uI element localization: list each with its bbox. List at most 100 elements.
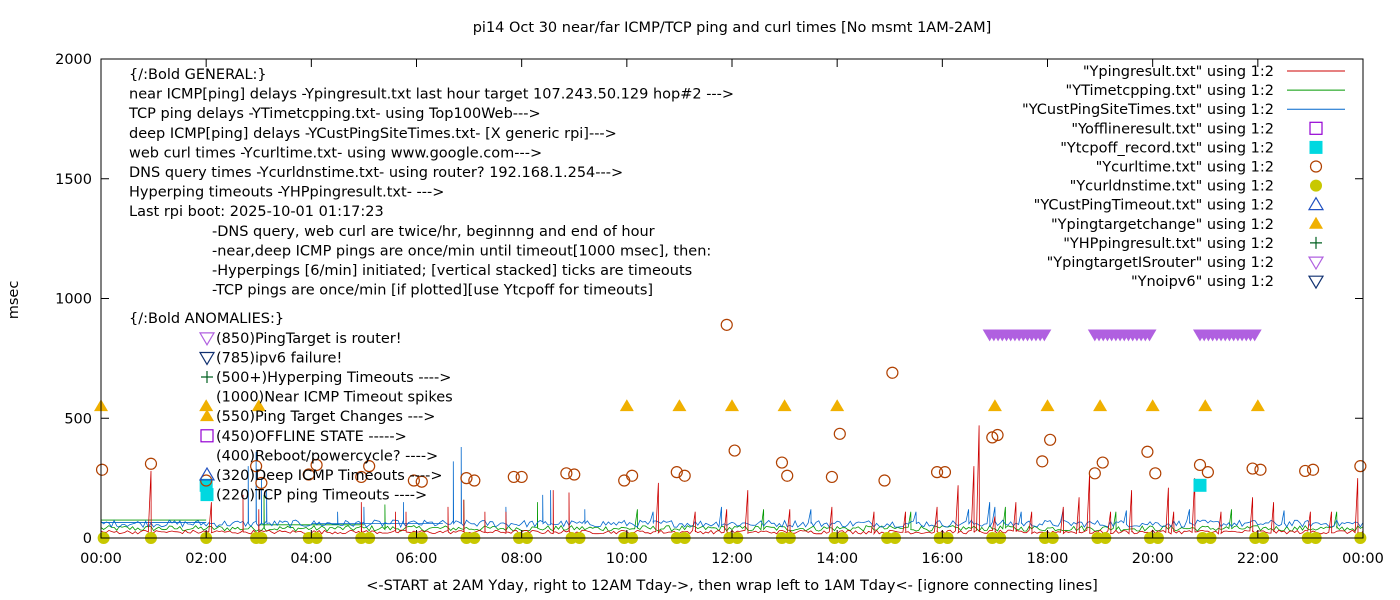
ping-target-change-marker [199, 399, 214, 412]
x-axis-label: <-START at 2AM Yday, right to 12AM Tday-… [366, 578, 1098, 594]
curltime-marker [1141, 445, 1154, 458]
curltime-marker [568, 468, 581, 481]
anomaly-label: (1000)Near ICMP Timeout spikes [216, 390, 453, 406]
anomaly-label: (850)PingTarget is router! [216, 331, 402, 347]
x-tick-label: 04:00 [290, 551, 332, 567]
annotation-general-line: deep ICMP[ping] delays -YCustPingSiteTim… [129, 126, 617, 142]
anomaly-label: (550)Ping Target Changes ---> [216, 409, 435, 425]
ping-target-change-marker [1198, 399, 1213, 412]
ping-target-change-marker [987, 399, 1002, 412]
annotation-general-line: web curl times -Ycurltime.txt- using www… [129, 145, 542, 161]
curltime-marker [144, 457, 158, 470]
y-tick-label: 2000 [55, 52, 92, 68]
anomaly-marker [200, 488, 214, 502]
curltime-marker [938, 466, 952, 479]
y-tick-label: 1000 [55, 292, 92, 308]
curltime-marker [678, 469, 691, 482]
annotation-general-line: DNS query times -Ycurldnstime.txt- using… [129, 165, 623, 181]
curltime-marker [670, 466, 683, 479]
router-marker [1142, 329, 1157, 342]
curltime-marker [1096, 456, 1109, 469]
curltime-marker [833, 427, 846, 440]
x-tick-label: 02:00 [185, 551, 227, 567]
curltime-marker [407, 474, 420, 487]
legend-label: "Ycurltime.txt" using 1:2 [1096, 160, 1274, 176]
legend-swatch [1307, 275, 1325, 290]
curltime-marker [1088, 467, 1101, 480]
tcpoff-marker [1193, 478, 1207, 492]
curltime-marker [200, 474, 213, 487]
curltime-marker [930, 466, 944, 479]
annotation-general-line: Hyperping timeouts -YHPpingresult.txt- -… [129, 185, 444, 201]
curltime-marker [460, 472, 473, 485]
curltime-marker [1036, 455, 1049, 468]
curltime-marker [781, 469, 794, 482]
legend-swatch [1307, 256, 1325, 271]
curltime-marker [95, 463, 109, 476]
curltime-marker [775, 456, 789, 469]
legend-label: "YHPpingresult.txt" using 1:2 [1063, 236, 1274, 252]
legend-label: "Ytcpoff_record.txt" using 1:2 [1060, 140, 1274, 156]
x-tick-label: 22:00 [1237, 551, 1279, 567]
curltime-marker [560, 467, 573, 480]
x-tick-label: 06:00 [396, 551, 438, 567]
annotation-general-line: TCP ping delays -YTimetcpping.txt- using… [128, 106, 541, 122]
x-tick-label: 08:00 [501, 551, 543, 567]
curltime-marker [255, 476, 268, 490]
router-marker [1037, 329, 1052, 342]
legend-label: "Ypingtargetchange" using 1:2 [1051, 217, 1274, 233]
legend-label: "YTimetcpping.txt" using 1:2 [1066, 83, 1274, 99]
annotation-note-line: -TCP pings are once/min [if plotted][use… [212, 283, 653, 299]
x-tick-label: 00:00 [80, 551, 122, 567]
curltime-marker [728, 444, 741, 457]
y-tick-label: 500 [64, 411, 92, 427]
curltime-marker [355, 470, 368, 484]
series-tcp-ping [100, 494, 1364, 532]
annotation-general-line: near ICMP[ping] delays -Ypingresult.txt … [129, 87, 734, 103]
anomaly-marker [198, 332, 216, 346]
curltime-marker [507, 470, 520, 484]
curltime-marker [625, 469, 639, 482]
curltime-marker [250, 460, 263, 473]
ping-target-change-marker [777, 399, 792, 412]
legend-swatch [1307, 196, 1325, 211]
y-tick-label: 1500 [55, 172, 92, 188]
curltime-marker [1306, 463, 1320, 476]
curltime-marker [1044, 433, 1057, 446]
anomaly-marker [200, 409, 214, 422]
annotation-general-line: Last rpi boot: 2025-10-01 01:17:23 [129, 204, 384, 220]
curltime-marker [1149, 467, 1162, 480]
x-tick-label: 16:00 [921, 551, 963, 567]
x-tick-label: 00:00 [1342, 551, 1384, 567]
anomaly-label: (500+)Hyperping Timeouts ----> [216, 370, 451, 386]
ping-target-change-marker [725, 399, 739, 412]
curltime-marker [886, 366, 899, 379]
legend-swatch [1309, 121, 1323, 135]
x-tick-label: 20:00 [1132, 551, 1174, 567]
curltime-marker [878, 474, 891, 487]
ping-target-change-marker [1093, 399, 1108, 412]
ping-target-change-marker [1145, 399, 1160, 412]
curltime-marker [363, 460, 376, 473]
legend-label: "YCustPingSiteTimes.txt" using 1:2 [1022, 102, 1274, 118]
x-tick-label: 14:00 [816, 551, 858, 567]
ping-target-change-marker [1040, 399, 1055, 412]
ping-target-change-marker [251, 399, 266, 412]
legend: "Ypingresult.txt" using 1:2 "YTimetcpping… [1022, 64, 1345, 290]
legend-label: "Yofflineresult.txt" using 1:2 [1071, 121, 1274, 137]
curltime-marker [618, 474, 631, 487]
legend-swatch [1309, 140, 1323, 154]
y-tick-label: 0 [83, 531, 92, 547]
anomaly-label: (400)Reboot/powercycle? ----> [216, 448, 438, 464]
legend-swatch [1309, 216, 1323, 229]
curltime-marker [986, 431, 999, 444]
x-tick-label: 18:00 [1027, 551, 1069, 567]
legend-label: "YCustPingTimeout.txt" using 1:2 [1034, 198, 1274, 214]
ping-target-change-marker [1250, 399, 1265, 412]
ping-target-change-marker [672, 399, 687, 412]
anomaly-label: (450)OFFLINE STATE -----> [216, 429, 407, 445]
series-near-icmp [100, 425, 1364, 536]
x-tick-label: 12:00 [711, 551, 753, 567]
curltime-marker [1354, 460, 1367, 473]
